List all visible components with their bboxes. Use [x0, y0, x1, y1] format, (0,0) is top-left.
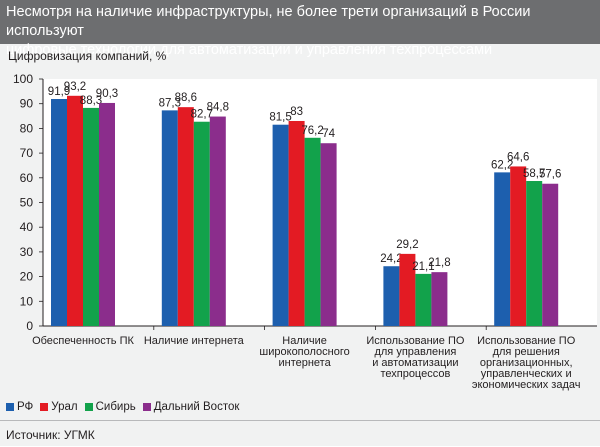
data-label: 76,2 [301, 125, 323, 137]
y-tick-label: 50 [20, 196, 34, 210]
y-tick-label: 60 [20, 171, 34, 185]
y-tick-label: 20 [20, 270, 34, 284]
data-label: 84,8 [207, 102, 229, 114]
legend-item: Сибирь [84, 401, 136, 413]
bar [83, 107, 99, 326]
data-label: 88,3 [80, 95, 102, 107]
legend-label: РФ [17, 401, 34, 413]
bar [383, 266, 400, 326]
legend-swatch [84, 403, 93, 411]
data-label: 57,6 [539, 169, 561, 181]
data-label: 87,3 [159, 97, 181, 109]
y-tick-label: 40 [20, 220, 34, 234]
chart-title-line-1: Несмотря на наличие инфраструктуры, не б… [6, 4, 531, 39]
x-tick-label: управленческих и [481, 368, 572, 380]
bar [542, 183, 559, 326]
bar [304, 137, 321, 326]
legend-swatch [142, 403, 151, 411]
bar [320, 143, 337, 326]
y-tick-label: 30 [20, 245, 34, 259]
bar [526, 181, 543, 326]
x-tick-label: и автоматизации [372, 357, 458, 369]
bar [193, 121, 210, 326]
y-axis-label: Цифровизация компаний, % [8, 49, 167, 63]
title-bar: Несмотря на наличие инфраструктуры, не б… [0, 0, 600, 58]
bar [209, 116, 226, 326]
x-tick-label: для управления [374, 346, 456, 358]
x-tick-label: Использование ПО [366, 335, 465, 347]
bar [67, 95, 83, 327]
bar [431, 272, 448, 326]
data-label: 88,6 [175, 92, 197, 104]
x-tick-label: Обеспеченность ПК [32, 335, 134, 347]
x-tick-label: экономических задач [472, 379, 581, 391]
y-tick-label: 70 [20, 146, 34, 160]
legend-item: РФ [6, 401, 33, 413]
data-label: 29,2 [396, 239, 418, 251]
bar [272, 124, 289, 326]
bar [288, 120, 305, 327]
x-tick-label: Наличие [282, 335, 327, 347]
bar [415, 273, 432, 326]
data-label: 83 [290, 106, 303, 118]
data-label: 21,1 [412, 261, 434, 273]
bar [161, 110, 178, 326]
x-tick-label: Наличие интернета [144, 335, 245, 347]
data-label: 81,5 [269, 112, 291, 124]
legend-item: Дальний Восток [142, 401, 240, 413]
legend-label: Сибирь [95, 401, 136, 413]
source-text: Источник: УГМК [6, 428, 95, 442]
bar [99, 102, 115, 326]
y-tick-label: 90 [20, 97, 34, 111]
data-label: 24,2 [380, 253, 402, 265]
x-tick-label: техпроцессов [380, 368, 450, 380]
data-label: 62,2 [491, 159, 513, 171]
chart-title-line-2: цифровые технологии для автоматизации и … [6, 42, 493, 58]
bar [510, 166, 527, 326]
data-label: 74 [322, 128, 335, 140]
y-tick-label: 0 [26, 319, 33, 333]
bar [51, 99, 67, 327]
chart-title: Несмотря на наличие инфраструктуры, не б… [6, 3, 596, 60]
legend-swatch [6, 403, 14, 411]
x-tick-label: организационных, [480, 357, 573, 369]
data-label: 91,9 [48, 86, 70, 98]
y-tick-label: 10 [20, 294, 34, 308]
data-label: 58,7 [523, 168, 545, 180]
legend: РФ Урал Сибирь Дальний Восток [6, 401, 246, 413]
data-label: 90,3 [96, 88, 118, 100]
data-label: 64,6 [507, 151, 529, 163]
legend-item: Урал [40, 401, 78, 413]
x-tick-label: Использование ПО [477, 335, 576, 347]
x-tick-label: для решения [493, 346, 560, 358]
bar [399, 253, 416, 326]
bar [494, 172, 511, 326]
data-label: 21,8 [428, 257, 450, 269]
x-tick-label: интернета [278, 357, 331, 369]
data-label: 82,7 [191, 109, 213, 121]
legend-label: Дальний Восток [153, 401, 240, 413]
x-tick-label: широкополосного [259, 346, 349, 358]
bar [177, 107, 194, 327]
legend-swatch [40, 403, 49, 411]
y-tick-label: 80 [20, 121, 34, 135]
data-label: 93,2 [64, 81, 86, 93]
legend-label: Урал [51, 401, 78, 413]
y-tick-label: 100 [13, 72, 33, 86]
source-footer: Источник: УГМК [0, 420, 600, 447]
